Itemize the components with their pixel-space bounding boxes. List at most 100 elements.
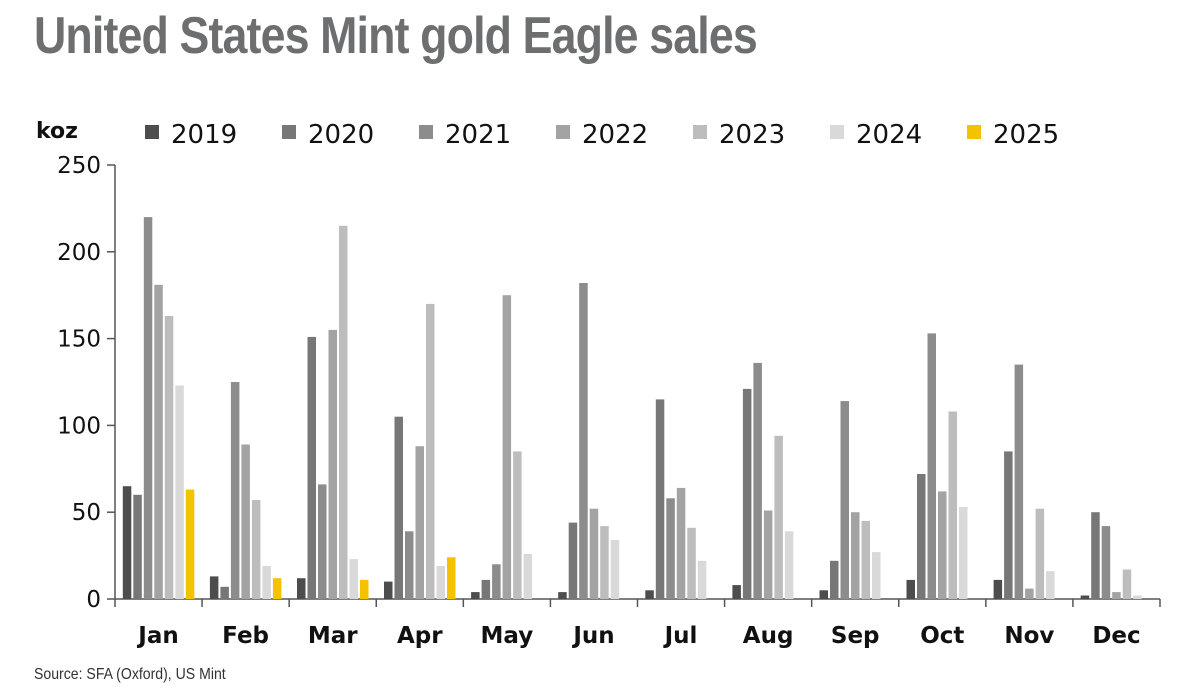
bar-2022-may bbox=[502, 295, 512, 599]
bar-2023-nov bbox=[1035, 508, 1045, 599]
legend-swatch-2022 bbox=[556, 125, 570, 139]
legend-label-2019: 2019 bbox=[171, 120, 237, 150]
y-tick-label: 50 bbox=[72, 500, 101, 526]
bar-2019-apr bbox=[384, 581, 393, 599]
bar-2021-jun bbox=[579, 283, 588, 599]
bar-2024-jul bbox=[697, 560, 707, 599]
bar-2019-oct bbox=[906, 579, 915, 599]
bar-2023-apr bbox=[426, 303, 435, 599]
y-tick-label: 150 bbox=[57, 327, 101, 353]
bar-2021-feb bbox=[230, 382, 240, 599]
legend-label-2022: 2022 bbox=[582, 120, 648, 150]
x-category-label: Mar bbox=[308, 623, 358, 649]
bar-2024-may bbox=[523, 553, 533, 599]
legend-label-2024: 2024 bbox=[856, 120, 922, 150]
bar-2023-dec bbox=[1122, 569, 1132, 599]
legend-label-2023: 2023 bbox=[719, 120, 785, 150]
x-category-label: Apr bbox=[397, 623, 443, 649]
y-tick-label: 100 bbox=[57, 413, 101, 439]
bar-2023-jul bbox=[687, 527, 696, 599]
bar-2024-aug bbox=[784, 531, 794, 599]
bar-2023-oct bbox=[948, 411, 957, 599]
bar-2022-jul bbox=[676, 487, 686, 599]
y-tick-label: 0 bbox=[86, 587, 101, 613]
legend-label-2020: 2020 bbox=[308, 120, 374, 150]
bar-2022-feb bbox=[241, 444, 250, 599]
legend: 2019 2020 2021 2022 2023 2024 2025 bbox=[145, 120, 1059, 150]
bar-2019-nov bbox=[993, 579, 1003, 599]
bar-2022-jun bbox=[589, 508, 599, 599]
bar-2024-sep bbox=[872, 552, 881, 599]
bar-2023-feb bbox=[251, 500, 261, 599]
x-category-label: Aug bbox=[743, 623, 794, 649]
bar-2025-feb bbox=[272, 578, 282, 599]
chart-title: United States Mint gold Eagle sales bbox=[34, 7, 758, 65]
bar-2022-dec bbox=[1112, 592, 1121, 599]
bar-2024-mar bbox=[349, 559, 358, 599]
bar-2020-aug bbox=[742, 388, 752, 599]
bar-2022-oct bbox=[938, 491, 947, 599]
x-category-label: Feb bbox=[222, 623, 269, 649]
bar-2019-mar bbox=[297, 578, 306, 599]
bar-2022-mar bbox=[328, 329, 337, 599]
bar-2023-sep bbox=[861, 520, 870, 599]
legend-swatch-2023 bbox=[693, 125, 707, 139]
bar-2021-mar bbox=[318, 484, 327, 599]
bar-2022-apr bbox=[415, 446, 424, 599]
bar-2022-jan bbox=[154, 284, 163, 599]
bar-2024-jun bbox=[610, 540, 620, 599]
bar-2024-oct bbox=[959, 507, 968, 599]
bar-2021-apr bbox=[405, 531, 414, 599]
y-tick-label: 250 bbox=[57, 153, 101, 179]
x-category-label: May bbox=[481, 623, 534, 649]
bar-2020-mar bbox=[307, 336, 316, 599]
bar-2024-feb bbox=[262, 566, 271, 599]
bar-2020-may bbox=[481, 579, 491, 599]
x-category-label: Nov bbox=[1004, 623, 1054, 649]
x-category-label: Sep bbox=[831, 623, 880, 649]
legend-swatch-2020 bbox=[282, 125, 296, 139]
bar-2020-oct bbox=[917, 474, 926, 599]
y-tick-label: 200 bbox=[57, 240, 101, 266]
bar-2022-sep bbox=[851, 512, 860, 599]
bar-2021-jul bbox=[666, 498, 675, 599]
bar-2020-feb bbox=[220, 586, 229, 599]
bar-2024-dec bbox=[1133, 595, 1142, 599]
legend-swatch-2021 bbox=[419, 125, 433, 139]
bar-2021-oct bbox=[927, 333, 936, 599]
bar-2023-mar bbox=[339, 225, 348, 600]
axes: 0 50 100 150 200 250 koz Jan Feb Mar Apr May Jun Jul A… bbox=[36, 119, 1161, 649]
bar-2020-jul bbox=[655, 399, 665, 599]
bar-2019-jul bbox=[645, 590, 654, 599]
bar-2021-dec bbox=[1101, 526, 1111, 599]
x-category-label: Jan bbox=[136, 623, 178, 649]
bar-2023-jun bbox=[600, 526, 609, 599]
bar-2022-nov bbox=[1025, 588, 1034, 599]
x-category-label: Jul bbox=[663, 623, 698, 649]
bar-2019-may bbox=[471, 592, 480, 599]
bar-2025-apr bbox=[447, 557, 456, 599]
bar-2020-sep bbox=[830, 560, 839, 599]
bar-2020-apr bbox=[394, 416, 403, 599]
bar-2023-may bbox=[513, 451, 522, 599]
bar-2025-jan bbox=[185, 489, 195, 599]
bar-2021-aug bbox=[753, 362, 762, 599]
source-note: Source: SFA (Oxford), US Mint bbox=[34, 666, 226, 683]
bar-2019-jun bbox=[558, 592, 567, 599]
y-axis-unit: koz bbox=[36, 119, 78, 144]
bar-2020-jun bbox=[568, 522, 578, 599]
legend-swatch-2025 bbox=[967, 125, 981, 139]
bar-2021-jan bbox=[143, 217, 153, 599]
bar-2024-jan bbox=[175, 385, 184, 599]
bar-2023-jan bbox=[164, 316, 174, 599]
bar-2019-jan bbox=[122, 486, 132, 599]
bar-2020-dec bbox=[1091, 512, 1100, 599]
bar-2024-nov bbox=[1046, 571, 1055, 599]
bar-2024-apr bbox=[436, 566, 445, 599]
bar-2020-nov bbox=[1004, 451, 1013, 599]
bar-2019-dec bbox=[1080, 595, 1090, 599]
bar-2022-aug bbox=[763, 510, 773, 599]
x-category-label: Dec bbox=[1092, 623, 1140, 649]
bars bbox=[122, 217, 1142, 600]
